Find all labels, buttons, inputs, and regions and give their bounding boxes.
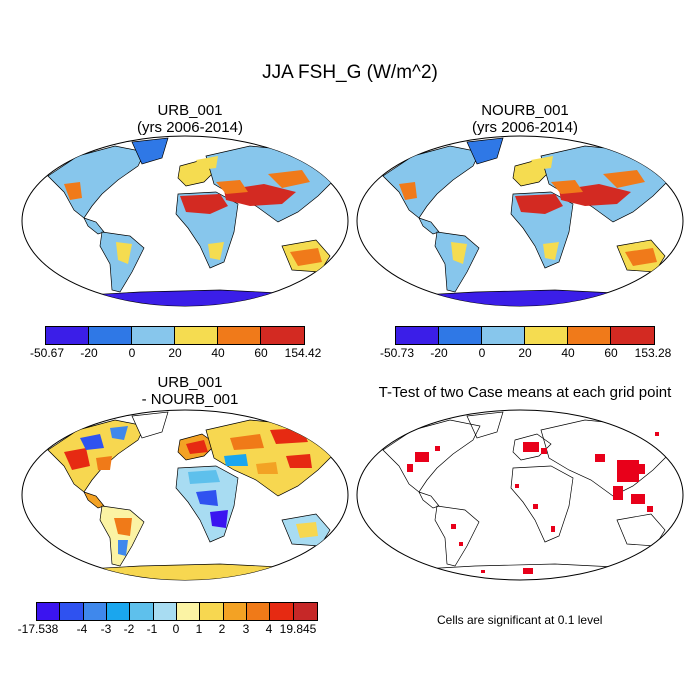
diff-cbar-tick: 4 [265,622,273,636]
diff-cbar-tick: -3 [100,622,112,636]
nourb-colorbar-bin [525,327,568,344]
diff-colorbar-bin [223,603,247,620]
urb-north-america [47,145,146,219]
nourb-colorbar-bin [482,327,525,344]
diff-cbar-tick: 19.845 [279,622,317,636]
urb-cbar-tick: -20 [80,346,98,360]
diff-colorbar-bin [270,603,294,620]
urb-greenland [131,137,169,165]
diff-cbar-tick: -4 [76,622,88,636]
nourb-colorbar-bin [396,327,439,344]
nourb-cbar-tick: 20 [518,346,532,360]
diff-colorbar [36,602,318,621]
diff-colorbar-bin [83,603,107,620]
diff-colorbar-bin [37,603,61,620]
urb-title-line2: (yrs 2006-2014) [137,119,243,136]
urb-colorbar-bin [46,327,89,344]
ttest-central-america [418,491,440,509]
urb-colorbar-bin [218,327,261,344]
diff-cbar-tick: -2 [123,622,135,636]
nourb-colorbar-bin [568,327,611,344]
ttest-greenland [466,411,504,439]
nourb-title-line2: (yrs 2006-2014) [472,119,578,136]
urb-colorbar-bin [175,327,218,344]
diff-colorbar-bin [130,603,154,620]
nourb-colorbar-bin [439,327,482,344]
diff-panel-title: URB_001 - NOURB_001 [30,374,350,408]
urb-cbar-tick: 0 [128,346,136,360]
ttest-south-america [434,505,480,567]
urb-south-america [99,231,145,293]
urb-map [21,135,349,307]
diff-map [21,409,349,581]
diff-cbar-tick: -1 [146,622,158,636]
ttest-note: Cells are significant at 0.1 level [437,613,603,627]
diff-greenland [131,411,169,439]
diff-cbar-tick: 0 [172,622,180,636]
nourb-colorbar-bin [611,327,654,344]
nourb-cbar-tick: 153.28 [634,346,672,360]
urb-cbar-tick: 154.42 [284,346,322,360]
ttest-north-america [382,419,481,493]
nourb-colorbar [395,326,655,345]
nourb-cbar-tick: 60 [604,346,618,360]
nourb-cbar-tick: -20 [430,346,448,360]
diff-colorbar-bin [246,603,271,620]
diff-title-line1: URB_001 [157,374,223,391]
nourb-north-america [382,145,481,219]
urb-colorbar-bin [132,327,175,344]
diff-colorbar-bin [200,603,224,620]
urb-cbar-tick: 20 [168,346,182,360]
diff-colorbar-bin [60,603,84,620]
urb-colorbar-bin [89,327,132,344]
ttest-africa [510,465,574,543]
ttest-australia [616,513,666,547]
diff-central-america [83,491,105,509]
nourb-cbar-tick: -50.73 [379,346,415,360]
diff-colorbar-bin [153,603,177,620]
diff-colorbar-bin [106,603,131,620]
nourb-panel-title: NOURB_001 (yrs 2006-2014) [365,102,685,136]
urb-cbar-tick: 60 [254,346,268,360]
nourb-south-america [434,231,480,293]
nourb-cbar-tick: 0 [478,346,486,360]
diff-cbar-tick: 2 [218,622,226,636]
ttest-significant-cells [407,432,659,574]
diff-cbar-tick: 1 [195,622,203,636]
urb-colorbar-bin [261,327,304,344]
ttest-map [356,409,684,581]
nourb-greenland [466,137,504,165]
diff-cbar-tick: -17.538 [17,622,59,636]
urb-colorbar [45,326,305,345]
nourb-cbar-tick: 40 [561,346,575,360]
nourb-title-line1: NOURB_001 [481,102,569,119]
urb-panel-title: URB_001 (yrs 2006-2014) [30,102,350,136]
diff-title-line2: - NOURB_001 [141,391,239,408]
urb-cbar-tick: 40 [211,346,225,360]
ttest-europe [512,433,552,461]
diff-south-america [99,505,145,567]
urb-cbar-tick: -50.67 [29,346,65,360]
urb-central-america [83,217,105,235]
figure-title: JJA FSH_G (W/m^2) [262,62,438,83]
nourb-central-america [418,217,440,235]
diff-cbar-tick: 3 [242,622,250,636]
urb-title-line1: URB_001 [157,102,223,119]
ttest-panel-title: T-Test of two Case means at each grid po… [378,384,672,401]
diff-colorbar-bin [293,603,317,620]
diff-colorbar-bin [176,603,201,620]
nourb-map [356,135,684,307]
